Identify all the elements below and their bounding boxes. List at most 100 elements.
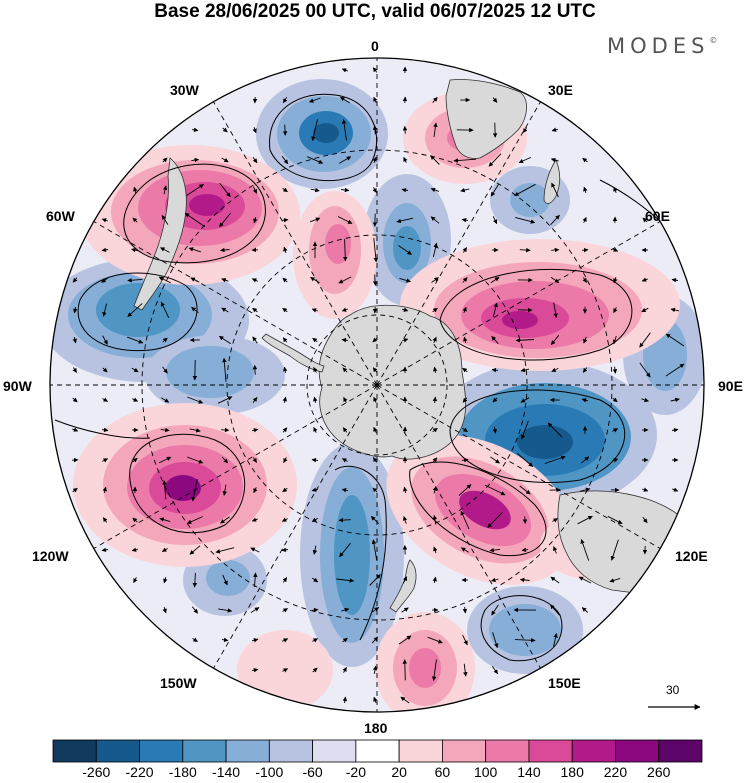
wind-vector-arrow: [462, 606, 468, 614]
new-zealand-landmass: [389, 559, 417, 613]
graticule: [50, 58, 704, 712]
wind-vector-arrow: [162, 157, 168, 163]
wind-vector-arrow: [311, 457, 319, 463]
wind-vector-arrow: [551, 127, 559, 132]
wind-vector-arrow: [609, 577, 621, 583]
latitude-circle-60s: [226, 234, 528, 536]
wind-vector-arrow: [338, 276, 352, 284]
wind-vector-arrow: [582, 157, 588, 163]
wind-vector-arrow: [612, 458, 619, 463]
wind-vector-arrow: [551, 182, 559, 198]
wind-vector-arrow: [639, 362, 651, 378]
wind-vector-arrow: [282, 187, 288, 193]
wind-vector-arrow: [491, 335, 499, 344]
wind-vector-arrow: [252, 396, 258, 403]
wind-vector-arrow: [484, 484, 506, 496]
wind-vector-arrow: [491, 604, 499, 616]
wind-vector-arrow: [521, 547, 529, 553]
wind-vector-arrow: [461, 218, 468, 223]
wind-vector-arrow: [490, 456, 500, 464]
wind-vector-arrow: [373, 426, 378, 433]
wind-vector-arrow: [252, 336, 258, 344]
wind-vector-arrow: [342, 667, 347, 673]
wind-vector-arrow: [162, 337, 168, 343]
wind-vector-arrow: [311, 487, 319, 492]
wind-vector-arrow: [311, 517, 318, 523]
south-america-landmass: [133, 157, 187, 311]
wind-vector-arrow: [251, 278, 258, 283]
wind-vector-arrow: [131, 547, 139, 552]
positive-anomaly-60w: [80, 145, 300, 285]
colorbar-tick-label: -20: [345, 764, 366, 780]
lon-label-120e: 120E: [675, 548, 708, 564]
wind-vector-arrow: [102, 486, 107, 494]
wind-vector-arrow: [398, 245, 412, 255]
wind-vector-arrow: [550, 576, 560, 584]
wind-vector-arrow: [612, 397, 618, 403]
wind-vector-arrow: [372, 457, 378, 463]
colorbar-swatch: [52, 739, 97, 763]
wind-vector-arrow: [341, 68, 348, 73]
colorbar-tick-label: -140: [212, 764, 241, 780]
wind-vector-arrow: [222, 574, 228, 586]
wind-vector-arrow: [313, 367, 318, 373]
wind-vector-arrow: [282, 577, 288, 583]
wind-vector-arrow: [396, 217, 414, 224]
wind-vector-arrow: [373, 396, 378, 403]
wind-vector-arrow: [102, 303, 107, 317]
wind-vector-arrow: [191, 306, 199, 314]
wind-vector-arrow: [401, 607, 409, 613]
wind-vector-arrow: [462, 367, 468, 373]
colorbar-swatch: [528, 739, 573, 763]
wind-vector-arrow: [338, 156, 352, 164]
wind-vector-arrow: [641, 307, 649, 313]
wind-vector-arrow: [492, 426, 498, 434]
wind-vector-arrow: [281, 155, 289, 165]
wind-vector-arrow: [579, 487, 591, 492]
wind-vector-arrow: [310, 187, 320, 193]
wind-vector-arrow: [514, 183, 536, 197]
wind-vector-arrow: [337, 216, 353, 224]
wind-vector-arrow: [159, 517, 171, 523]
positive-anomaly-20w: [293, 191, 377, 319]
map-border: [49, 57, 705, 713]
wind-vector-arrow: [670, 307, 680, 313]
wind-vector-arrow: [550, 157, 559, 163]
wind-vector-arrow: [102, 367, 108, 373]
wind-vector-arrow: [102, 458, 108, 463]
wind-vector-arrow: [639, 332, 651, 348]
wind-vector-arrow: [158, 456, 172, 464]
wind-vector-arrow: [544, 455, 566, 464]
wind-vector-arrow: [222, 127, 228, 133]
wind-vector-arrow: [492, 302, 498, 318]
lon-label-60w: 60W: [46, 208, 75, 224]
lon-label-0: 0: [371, 38, 379, 54]
wind-vector-arrow: [665, 363, 685, 377]
wind-vector-arrow: [217, 396, 233, 404]
wind-vector-arrow: [551, 367, 559, 373]
wind-vector-arrow: [250, 607, 260, 613]
wind-vector-arrow: [582, 216, 587, 223]
wind-vector-arrow: [72, 397, 78, 403]
wind-vector-arrow: [433, 546, 438, 554]
wind-vector-arrow: [339, 542, 351, 558]
wind-vector-arrow: [312, 577, 319, 583]
wind-vector-arrow: [582, 367, 588, 373]
positive-anomaly-120w: [73, 403, 297, 567]
wind-vector-arrow: [252, 668, 259, 673]
lon-label-120w: 120W: [32, 548, 69, 564]
wind-vector-arrow: [132, 217, 138, 223]
wind-vector-arrow: [282, 277, 288, 283]
wind-vector-arrow: [251, 638, 259, 643]
wind-vector-arrow: [102, 397, 108, 402]
wind-vector-arrow: [547, 422, 563, 438]
wind-vector-arrow: [186, 516, 203, 524]
wind-vector-arrow: [372, 156, 377, 163]
wind-vector-arrow: [252, 186, 258, 194]
wind-vector-arrow: [552, 518, 558, 523]
wind-vector-arrow: [192, 637, 198, 642]
wind-vector-arrow: [340, 96, 350, 104]
wind-vector-arrow: [342, 458, 348, 463]
wind-vector-arrow: [160, 247, 170, 253]
wind-vector-arrow: [402, 515, 408, 524]
